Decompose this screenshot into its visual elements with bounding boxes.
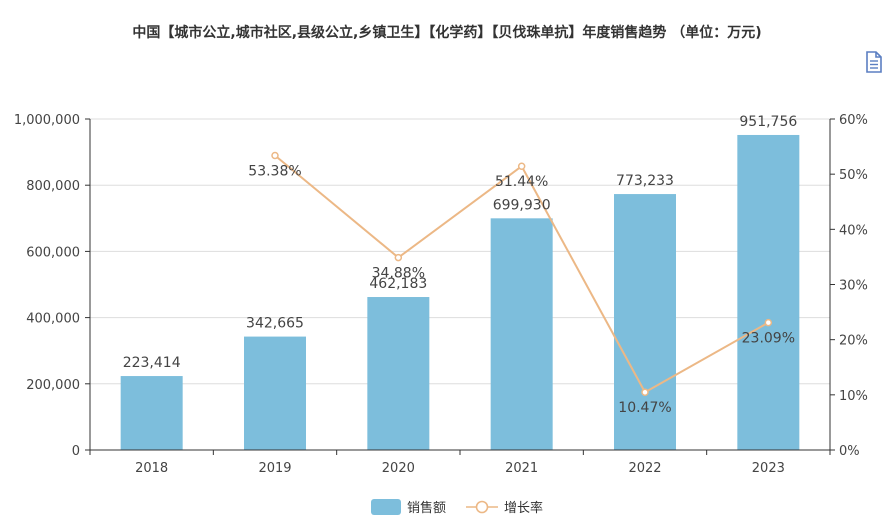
data-labels: 223,414 342,665 462,183 699,930 773,233 951,7… <box>123 114 798 416</box>
legend-item-growth[interactable]: 增长率 <box>466 497 543 516</box>
bar <box>367 297 430 450</box>
y-left-tick-label: 800,000 <box>26 179 80 194</box>
growth-line-segment <box>397 165 523 259</box>
combo-chart: 0 200,000 400,000 600,000 800,000 1,000,000 0%… <box>14 113 868 476</box>
growth-value-label: 53.38% <box>248 164 301 180</box>
growth-line-segment <box>520 165 646 393</box>
legend-bar-swatch <box>371 498 401 515</box>
y-right-tick-label: 30% <box>839 279 868 294</box>
bar <box>490 218 553 450</box>
axes: 0 200,000 400,000 600,000 800,000 1,000,000 0%… <box>14 113 868 476</box>
y-left-tick-label: 1,000,000 <box>14 113 80 128</box>
x-tick-label: 2022 <box>628 461 661 476</box>
y-right-tick-label: 50% <box>839 168 868 183</box>
legend: 销售额 增长率 <box>0 497 894 521</box>
legend-item-sales[interactable]: 销售额 <box>371 497 446 516</box>
bar-value-label: 699,930 <box>493 197 551 213</box>
legend-label-sales: 销售额 <box>407 501 447 516</box>
y-left-tick-label: 0 <box>72 444 80 459</box>
growth-line-segment <box>644 321 769 394</box>
y-right-tick-label: 60% <box>839 113 868 128</box>
x-tick-label: 2023 <box>752 461 785 476</box>
y-left-tick-label: 200,000 <box>26 378 80 393</box>
x-tick-label: 2021 <box>505 461 538 476</box>
y-left-tick-label: 600,000 <box>26 245 80 260</box>
growth-value-label: 10.47% <box>618 400 671 416</box>
growth-value-label: 23.09% <box>742 331 795 347</box>
bar-value-label: 951,756 <box>739 114 797 130</box>
y-right-tick-label: 20% <box>839 334 868 349</box>
bar-value-label: 342,665 <box>246 316 304 332</box>
growth-point <box>271 151 279 160</box>
document-icon[interactable] <box>864 50 884 74</box>
bar-value-label: 773,233 <box>616 173 674 189</box>
grid-lines <box>90 118 830 385</box>
growth-point <box>764 318 773 327</box>
bar-series <box>120 134 800 451</box>
x-tick-label: 2019 <box>258 461 291 476</box>
chart-title: 中国【城市公立,城市社区,县级公立,乡镇卫生】【化学药】【贝伐珠单抗】年度销售趋… <box>132 25 762 41</box>
legend-label-growth: 增长率 <box>504 501 544 516</box>
bar <box>120 376 183 450</box>
y-left-tick-label: 400,000 <box>26 312 80 327</box>
bar <box>244 336 306 450</box>
bar-value-label: 223,414 <box>123 355 181 371</box>
x-tick-label: 2020 <box>382 461 415 476</box>
bar <box>614 194 676 450</box>
y-right-tick-label: 40% <box>839 223 868 238</box>
growth-value-label: 34.88% <box>372 266 425 282</box>
y-right-tick-label: 0% <box>839 444 860 459</box>
growth-value-label: 51.44% <box>495 174 548 190</box>
line-series <box>271 151 773 396</box>
bar <box>737 134 800 451</box>
legend-line-swatch <box>466 500 498 513</box>
bar-value-label: 462,183 <box>369 276 427 292</box>
y-right-tick-label: 10% <box>839 389 868 404</box>
growth-point <box>517 162 526 170</box>
growth-line-segment <box>274 154 399 259</box>
growth-point <box>394 253 403 262</box>
growth-point <box>641 388 649 396</box>
x-tick-label: 2018 <box>135 461 168 476</box>
